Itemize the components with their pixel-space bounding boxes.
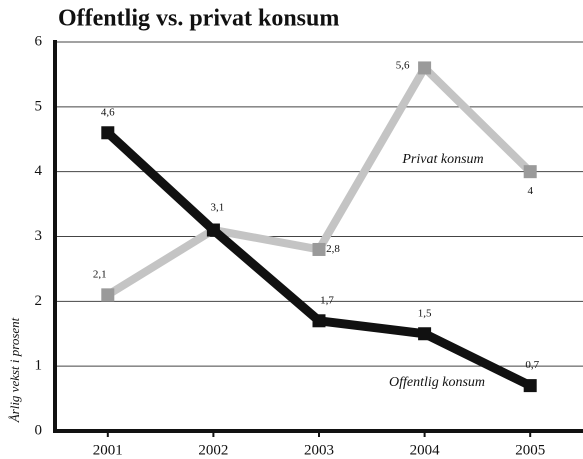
data-label: 4 — [527, 185, 533, 197]
marker — [206, 223, 220, 237]
y-tick-label: 5 — [35, 98, 43, 114]
data-label: 0,7 — [525, 359, 539, 371]
y-tick-label: 3 — [35, 228, 43, 244]
data-label: 4,6 — [101, 106, 115, 118]
y-tick-label: 1 — [35, 358, 43, 374]
data-label: 3,1 — [211, 202, 225, 214]
marker — [312, 242, 326, 256]
series-line — [105, 61, 534, 299]
chart-title: Offentlig vs. privat konsum — [58, 6, 339, 32]
data-label: 2,8 — [326, 243, 340, 255]
y-axis-label: Årlig vekst i prosent — [7, 317, 22, 423]
marker — [418, 327, 432, 341]
data-label: 2,1 — [93, 268, 107, 280]
series-name: Privat konsum — [401, 152, 483, 167]
data-label: 1,7 — [320, 294, 334, 306]
marker — [523, 379, 537, 393]
y-tick-label: 0 — [35, 422, 43, 438]
marker — [101, 126, 115, 140]
x-tick-label: 2005 — [515, 442, 545, 458]
x-tick-label: 2003 — [304, 442, 334, 458]
x-tick-label: 2004 — [410, 442, 441, 458]
marker — [418, 61, 432, 75]
x-tick-label: 2002 — [198, 442, 228, 458]
data-label: 1,5 — [418, 307, 432, 319]
marker — [101, 288, 115, 302]
y-tick-label: 4 — [35, 163, 43, 179]
x-tick-label: 2001 — [93, 442, 123, 458]
marker — [312, 314, 326, 328]
series-name: Offentlig konsum — [389, 375, 485, 390]
data-label: 5,6 — [396, 59, 410, 71]
y-tick-label: 6 — [35, 33, 43, 49]
marker — [523, 165, 537, 179]
y-tick-label: 2 — [35, 293, 43, 309]
